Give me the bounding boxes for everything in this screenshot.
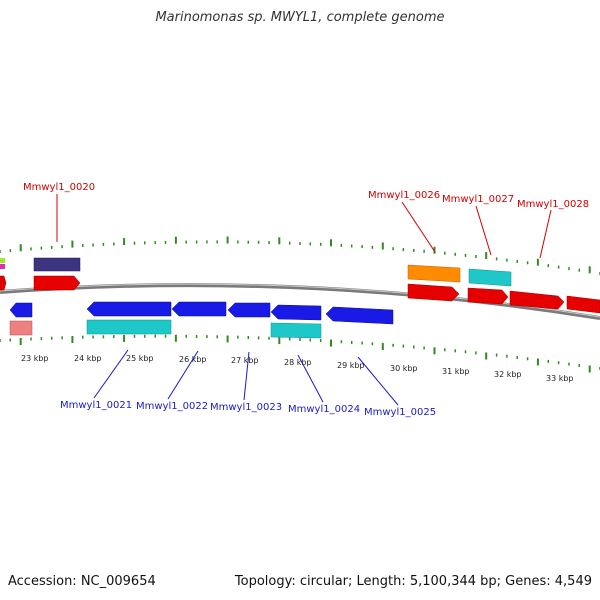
- gene-label-mmwyl1-0027[interactable]: Mmwyl1_0027: [442, 194, 514, 205]
- gene-bar-orange-0026[interactable]: [407, 264, 461, 283]
- callout-line-0021: [93, 349, 129, 399]
- gene-arrow-mmwyl1-0026[interactable]: [407, 283, 460, 302]
- callout-line-0028: [539, 209, 552, 259]
- accession-text: Accession: NC_009654: [8, 574, 156, 589]
- scale-label-32kbp: 32 kbp: [494, 370, 522, 379]
- callout-line-0023: [243, 351, 250, 401]
- gene-label-mmwyl1-0022[interactable]: Mmwyl1_0022: [136, 401, 208, 412]
- upper-tick-ring: [0, 236, 600, 275]
- gene-label-mmwyl1-0023[interactable]: Mmwyl1_0023: [210, 402, 282, 413]
- gene-bar-pink[interactable]: [9, 320, 33, 336]
- scale-label-24kbp: 24 kbp: [74, 354, 102, 363]
- genome-summary-text: Topology: circular; Length: 5,100,344 bp…: [234, 574, 592, 589]
- forward-strand-genes: [0, 257, 600, 314]
- gene-arrow-edge-blue[interactable]: [9, 302, 33, 318]
- gene-bar-navy-0020[interactable]: [33, 257, 81, 272]
- scale-label-29kbp: 29 kbp: [337, 361, 365, 370]
- gene-arrow-mmwyl1-0021[interactable]: [86, 301, 172, 317]
- reverse-strand-genes: [9, 301, 394, 339]
- scale-label-31kbp: 31 kbp: [442, 367, 470, 376]
- gene-label-mmwyl1-0020[interactable]: Mmwyl1_0020: [23, 182, 95, 193]
- gene-arrow-mmwyl1-0028[interactable]: [509, 290, 565, 310]
- callout-line-0027: [475, 205, 492, 256]
- gene-arrow-mmwyl1-0025[interactable]: [325, 306, 394, 325]
- callout-line-0026: [401, 201, 436, 253]
- gene-label-mmwyl1-0028[interactable]: Mmwyl1_0028: [517, 199, 589, 210]
- gene-label-mmwyl1-0024[interactable]: Mmwyl1_0024: [288, 404, 360, 415]
- genome-backbone: [0, 283, 600, 320]
- gene-bar-magenta[interactable]: [0, 264, 5, 269]
- map-title: Marinomonas sp. MWYL1, complete genome: [155, 10, 445, 25]
- callout-line-0024: [297, 354, 324, 403]
- gene-label-mmwyl1-0021[interactable]: Mmwyl1_0021: [60, 400, 132, 411]
- scale-label-30kbp: 30 kbp: [390, 364, 418, 373]
- scale-label-23kbp: 23 kbp: [21, 354, 49, 363]
- gene-arrow-mmwyl1-0022[interactable]: [171, 301, 227, 317]
- gene-bar-cyan-0024[interactable]: [270, 322, 322, 339]
- callout-line-0022: [167, 350, 199, 400]
- gene-arrow-edge-left[interactable]: [0, 275, 7, 291]
- gene-arrow-mmwyl1-0024[interactable]: [270, 304, 322, 321]
- scale-label-27kbp: 27 kbp: [231, 356, 259, 365]
- forward-gene-callouts: Mmwyl1_0020 Mmwyl1_0026 Mmwyl1_0027 Mmwy…: [23, 182, 589, 259]
- gene-label-mmwyl1-0025[interactable]: Mmwyl1_0025: [364, 407, 436, 418]
- gene-bar-cyan-0027[interactable]: [468, 268, 512, 287]
- gene-bar-lime[interactable]: [0, 258, 5, 263]
- scale-labels: 23 kbp 24 kbp 25 kbp 26 kbp 27 kbp 28 kb…: [21, 354, 574, 383]
- gene-arrow-edge-right[interactable]: [566, 295, 600, 314]
- gene-arrow-mmwyl1-0027[interactable]: [467, 287, 509, 305]
- scale-label-25kbp: 25 kbp: [126, 354, 154, 363]
- gene-bar-cyan-0021[interactable]: [86, 319, 172, 335]
- callout-line-0025: [357, 356, 399, 406]
- gene-arrow-mmwyl1-0020[interactable]: [33, 275, 81, 291]
- scale-label-33kbp: 33 kbp: [546, 374, 574, 383]
- scale-label-28kbp: 28 kbp: [284, 358, 312, 367]
- gene-label-mmwyl1-0026[interactable]: Mmwyl1_0026: [368, 190, 440, 201]
- reverse-gene-callouts: Mmwyl1_0021 Mmwyl1_0022 Mmwyl1_0023 Mmwy…: [60, 349, 436, 418]
- lower-tick-ring: [0, 334, 600, 373]
- gene-arrow-mmwyl1-0023[interactable]: [227, 302, 271, 318]
